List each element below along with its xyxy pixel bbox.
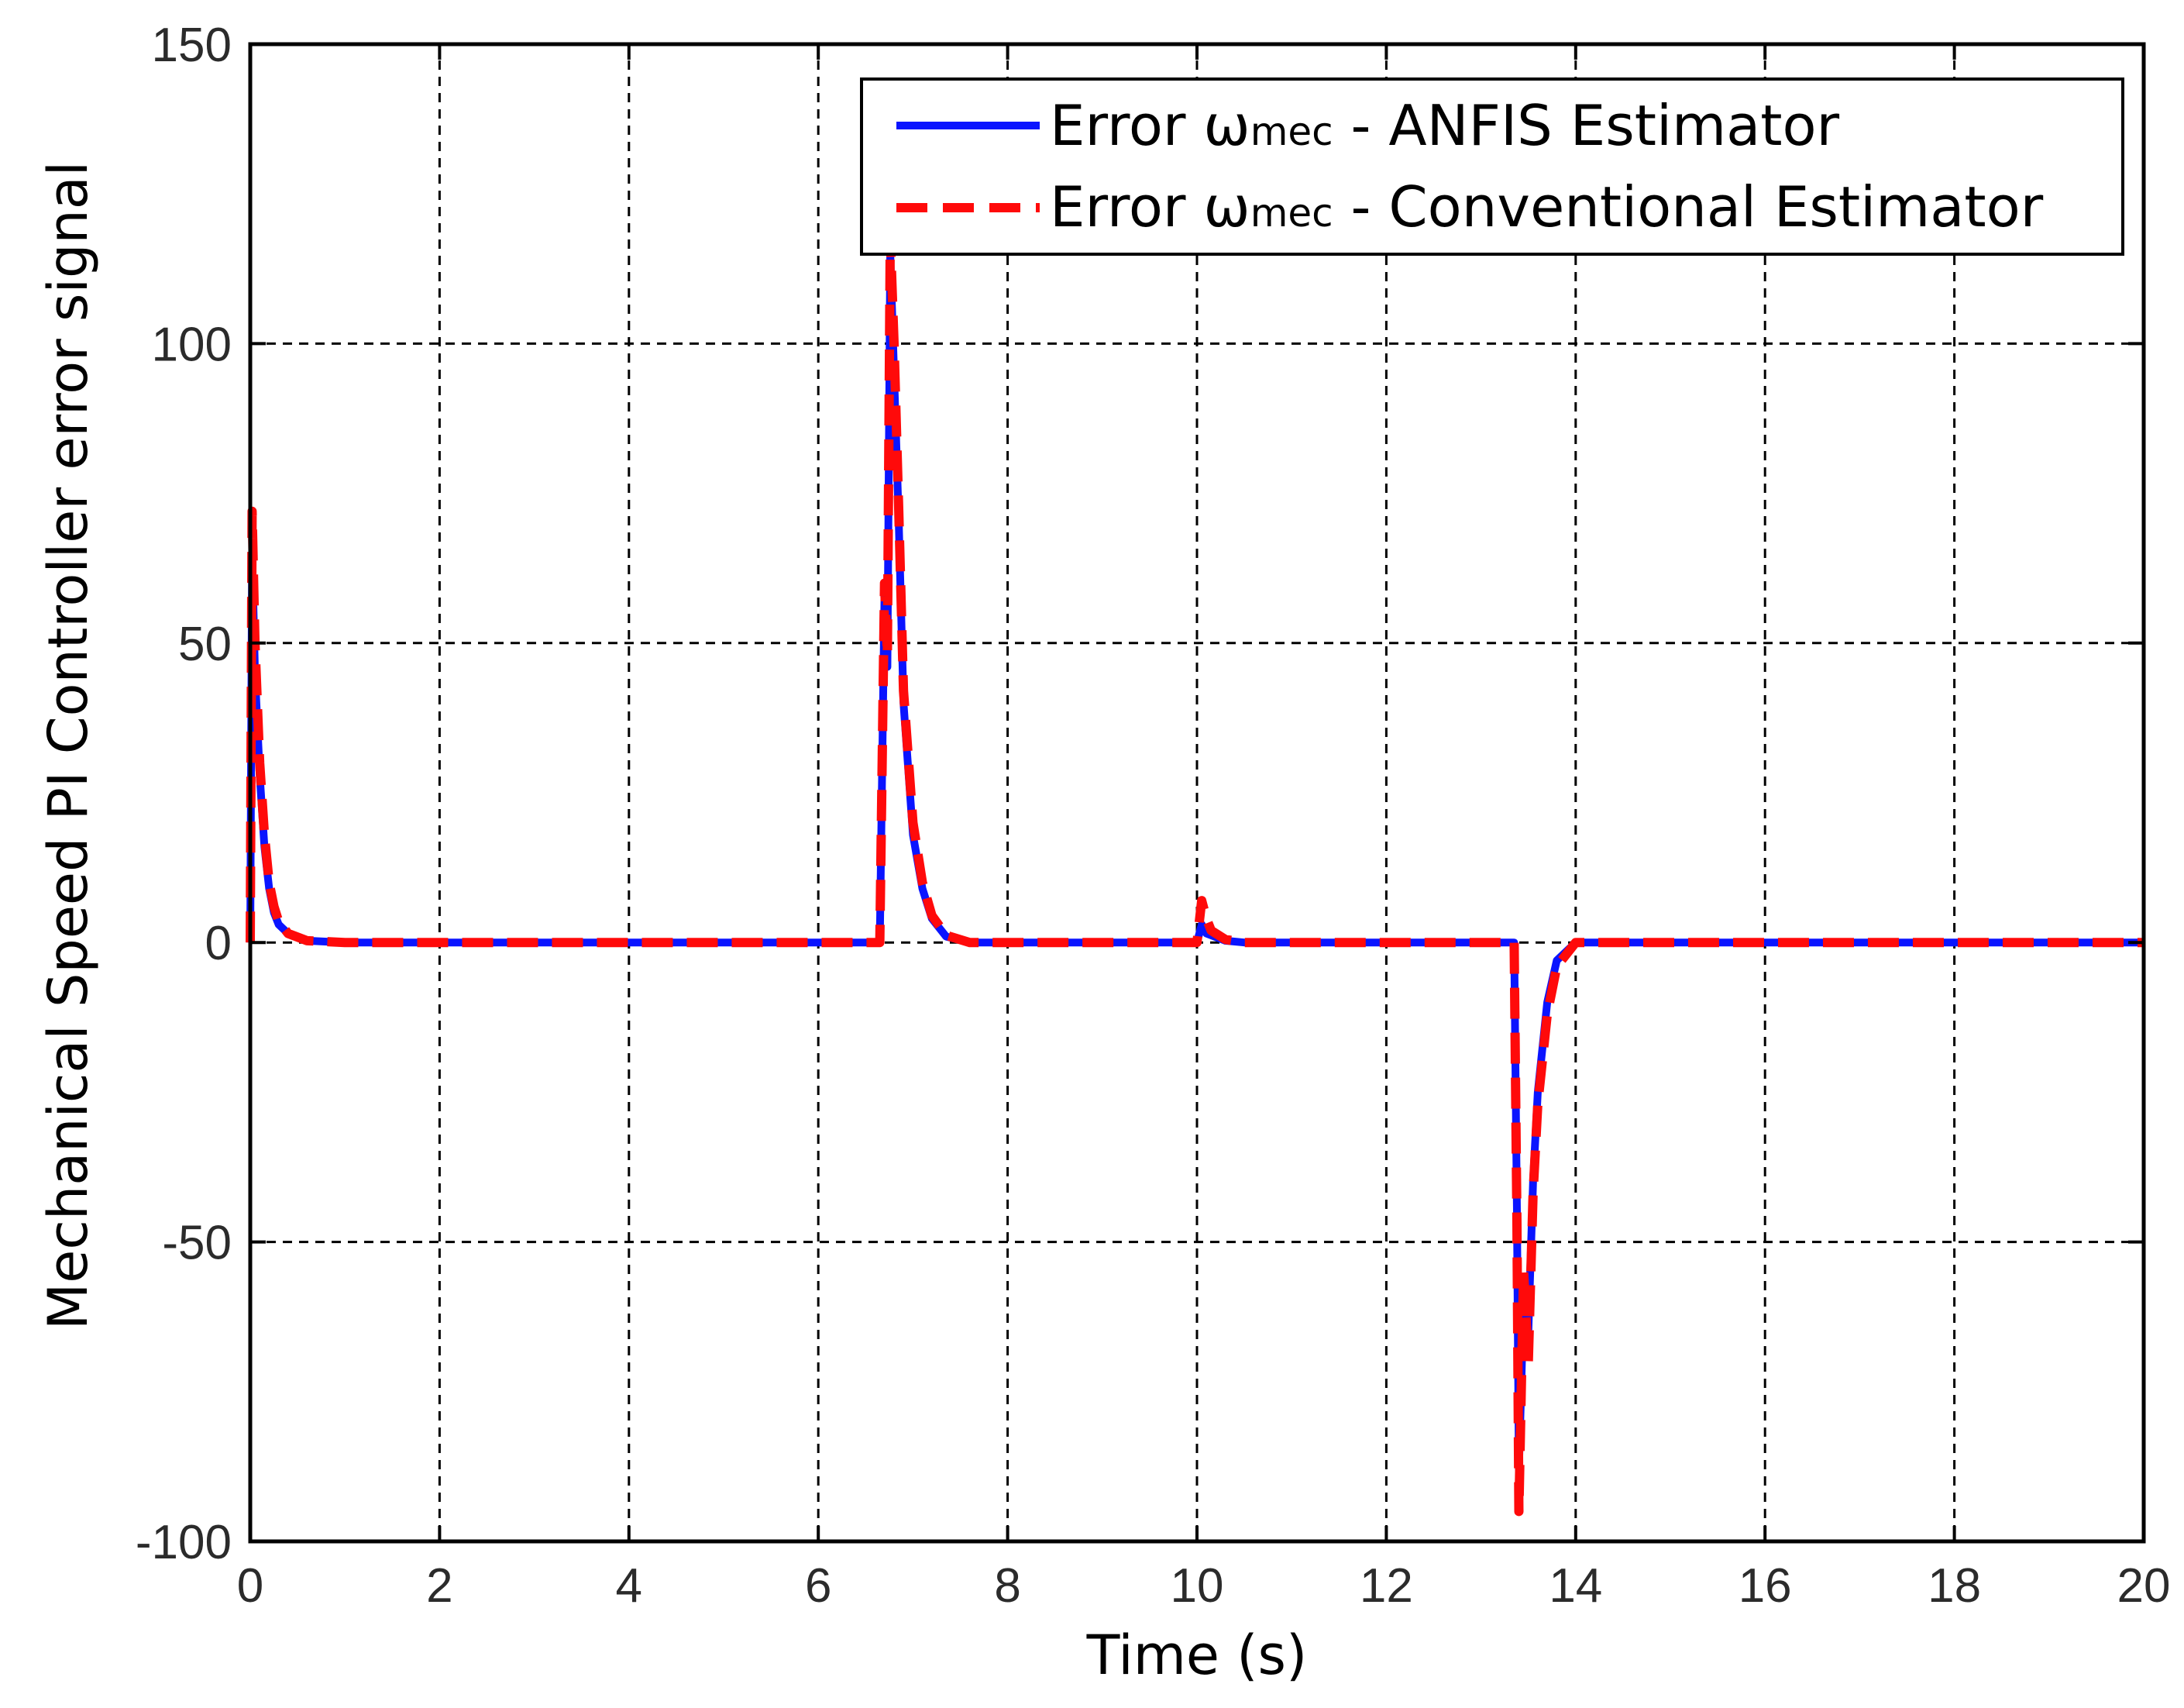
x-tick-label: 8 xyxy=(994,1559,1020,1613)
legend-box xyxy=(860,77,2124,256)
x-tick-label: 0 xyxy=(237,1559,263,1613)
y-tick-label: 50 xyxy=(178,618,232,671)
y-tick-label: 150 xyxy=(152,19,232,72)
y-axis-title: Mechanical Speed PI Controller error sig… xyxy=(36,161,100,1330)
y-tick-label: 0 xyxy=(205,917,232,970)
x-tick-label: 14 xyxy=(1549,1559,1602,1613)
tick-labels: 0 2 4 6 8 10 12 14 16 18 20 150 100 50 0 -50 -100 xyxy=(136,19,2171,1613)
x-axis-title: Time (s) xyxy=(1086,1624,1308,1687)
x-tick-label: 4 xyxy=(616,1559,642,1613)
x-tick-label: 2 xyxy=(426,1559,452,1613)
y-tick-label: -50 xyxy=(162,1217,232,1270)
x-tick-label: 18 xyxy=(1928,1559,1981,1613)
x-tick-label: 10 xyxy=(1171,1559,1224,1613)
x-tick-label: 6 xyxy=(805,1559,831,1613)
x-tick-label: 16 xyxy=(1739,1559,1792,1613)
legend-label-conventional: Error ωmec - Conventional Estimator xyxy=(1050,174,2044,239)
x-tick-label: 20 xyxy=(2117,1559,2171,1613)
grid xyxy=(250,44,2144,1541)
y-tick-label: -100 xyxy=(136,1516,232,1569)
series-line-conventional xyxy=(246,231,2144,1517)
series-group xyxy=(246,231,2144,1517)
legend: Error ωmec - ANFIS Estimator Error ωmec … xyxy=(860,77,2124,256)
legend-label-anfis: Error ωmec - ANFIS Estimator xyxy=(1050,93,1840,158)
y-tick-label: 100 xyxy=(152,318,232,371)
x-tick-label: 12 xyxy=(1360,1559,1413,1613)
